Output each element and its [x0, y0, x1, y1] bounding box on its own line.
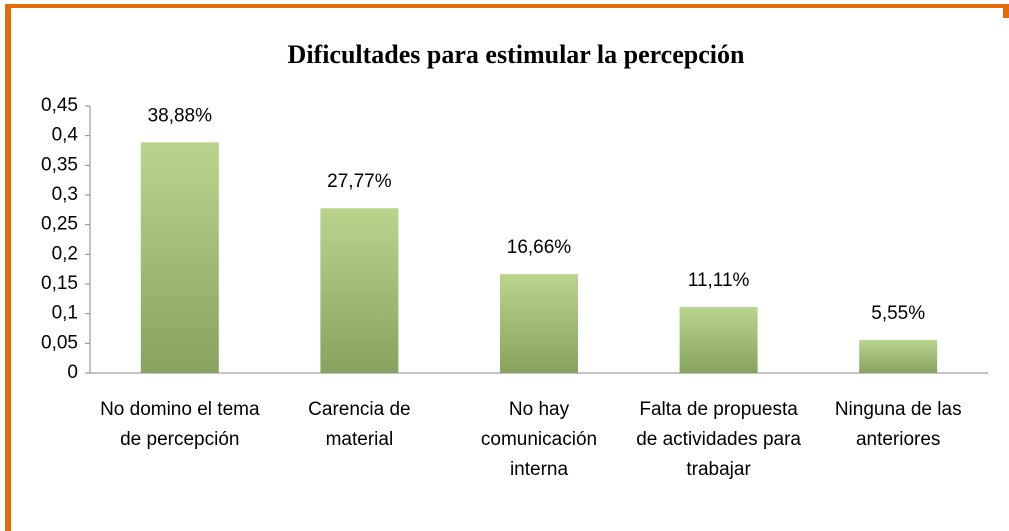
- y-tick-label: 0,05: [41, 332, 78, 353]
- x-tick-label: No hay comunicación interna: [481, 399, 597, 480]
- bar: [320, 208, 399, 373]
- y-tick-label: 0,2: [52, 243, 78, 264]
- y-tick-label: 0,25: [41, 214, 78, 235]
- y-tick-label: 0,45: [41, 95, 78, 116]
- x-tick-label: Ninguna de las anteriores: [835, 399, 962, 450]
- data-label: 5,55%: [871, 303, 925, 324]
- y-tick-label: 0: [67, 362, 78, 383]
- data-label: 16,66%: [507, 237, 572, 258]
- y-tick-label: 0,4: [52, 125, 79, 146]
- data-label: 27,77%: [327, 171, 392, 192]
- y-tick-label: 0,35: [41, 154, 78, 175]
- data-label: 11,11%: [688, 270, 750, 291]
- frame-left: [5, 4, 11, 531]
- bar: [500, 274, 578, 373]
- y-tick-label: 0,1: [52, 303, 78, 324]
- bar: [859, 340, 938, 373]
- x-tick-label: Falta de propuesta de actividades para tra…: [636, 399, 801, 480]
- bar: [679, 307, 758, 373]
- x-tick-label: No domino el tema de percepción: [100, 399, 260, 450]
- chart-title: Dificultades para estimular la percepció…: [288, 40, 745, 69]
- y-tick-label: 0,3: [52, 184, 78, 205]
- x-tick-label: Carencia de material: [308, 399, 410, 450]
- bar: [140, 142, 219, 373]
- frame-right: [1003, 4, 1009, 18]
- y-tick-label: 0,15: [41, 273, 78, 294]
- data-label: 38,88%: [148, 105, 213, 126]
- frame-top: [5, 4, 1009, 8]
